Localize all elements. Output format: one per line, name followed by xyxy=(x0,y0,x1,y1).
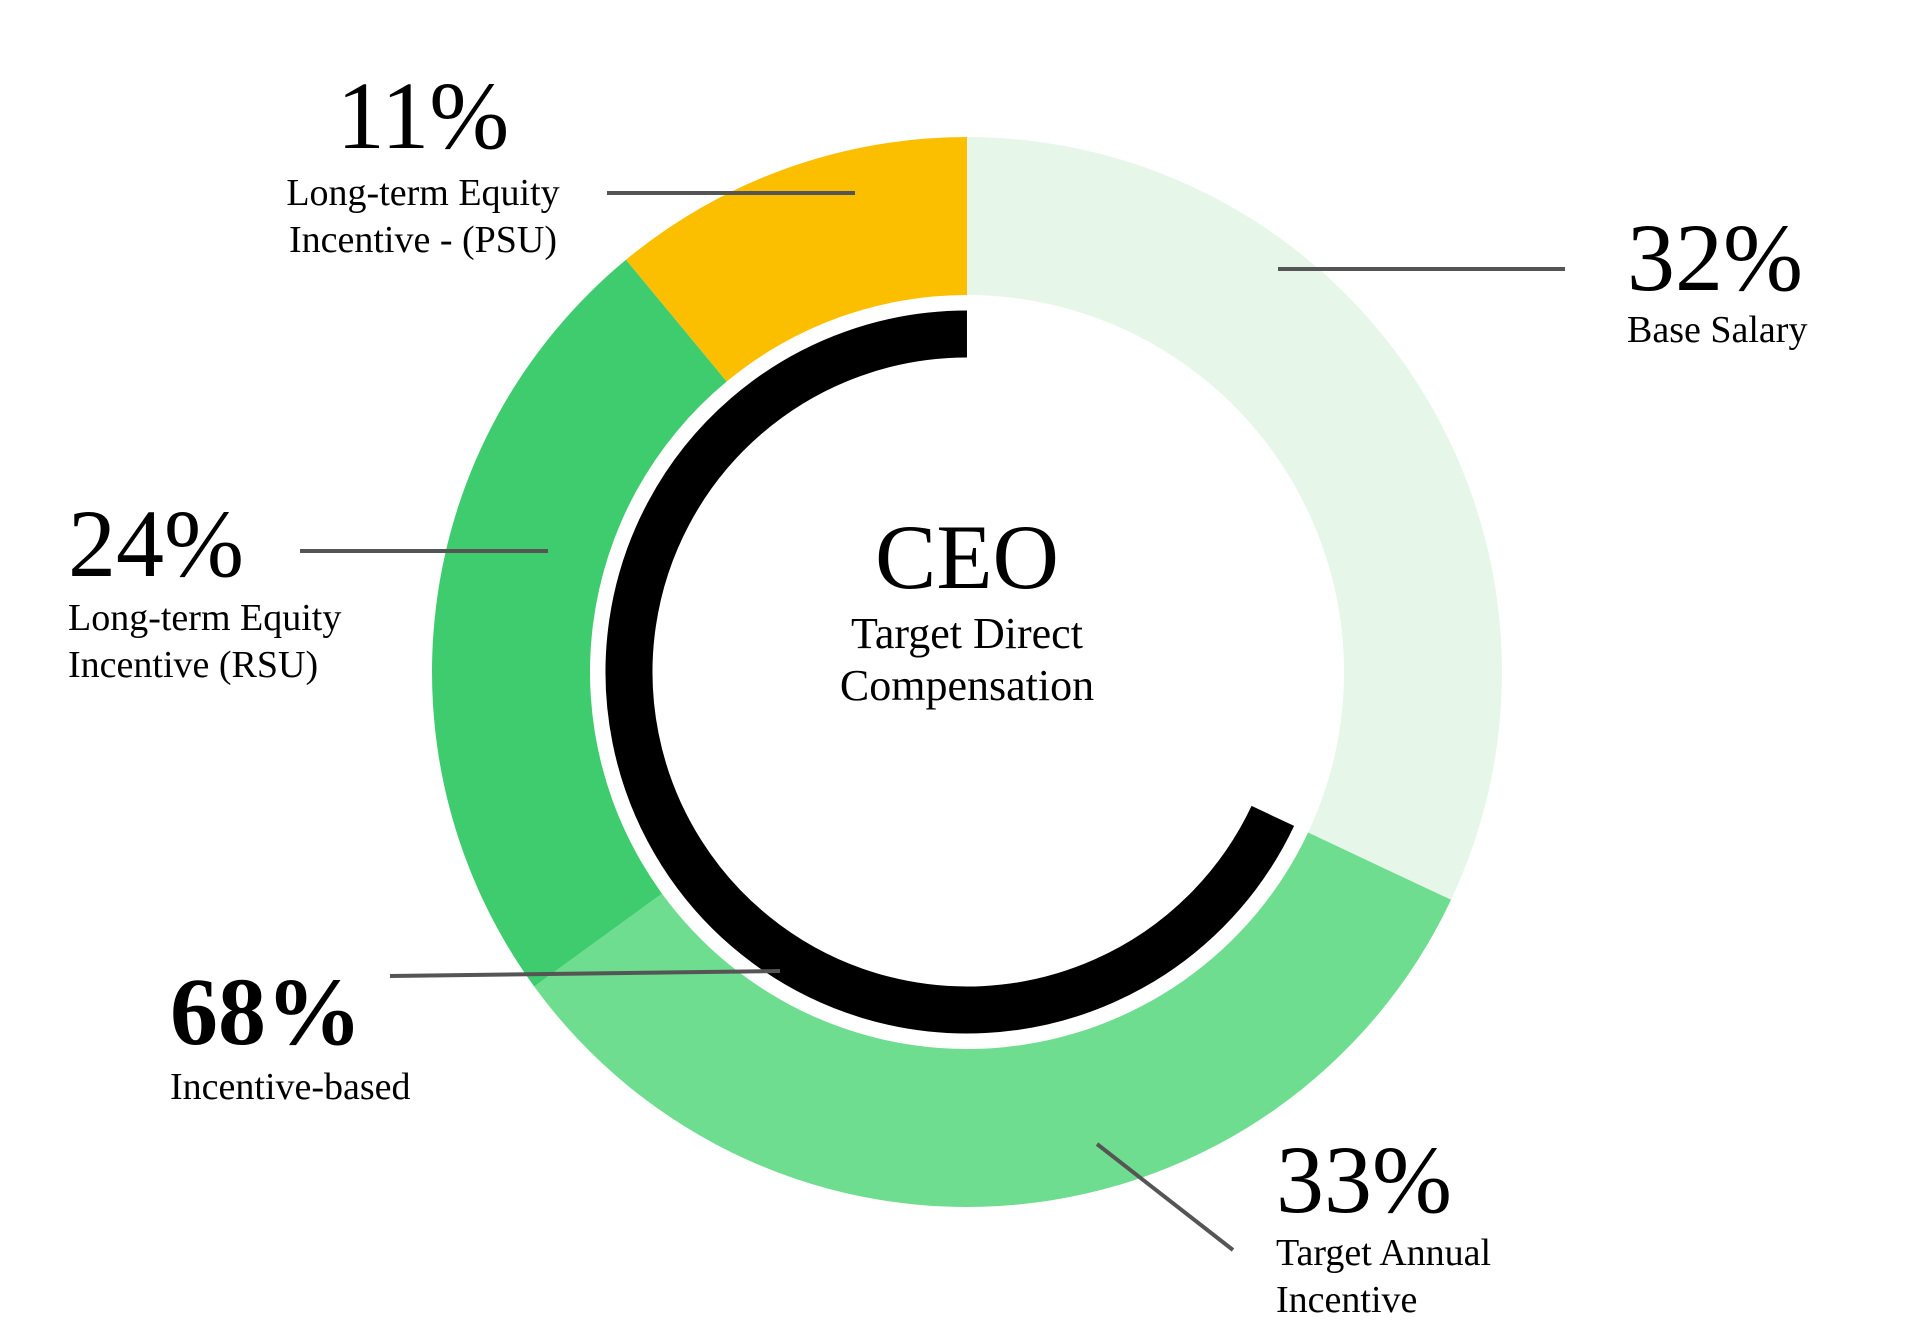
slice-label-rsu-line-1: Long-term Equity xyxy=(68,597,341,639)
slice-label-psu-line-2: Incentive - (PSU) xyxy=(289,219,557,261)
donut-slice-target-annual-incentive xyxy=(534,832,1452,1208)
donut-slices xyxy=(432,137,1502,1208)
incentive-based-value: 68% xyxy=(170,958,362,1065)
data-label-psu: 11% Long-term Equity Incentive - (PSU) xyxy=(286,62,559,261)
chart-subtitle-line-1: Target Direct xyxy=(851,609,1083,658)
slice-label-base-salary: Base Salary xyxy=(1627,309,1807,351)
chart-subtitle-line-2: Compensation xyxy=(840,661,1094,710)
leader-line-incentive-based xyxy=(389,969,781,978)
data-label-incentive-based: 68% Incentive-based xyxy=(170,958,411,1108)
donut-slice-long-term-equity-incentive-rsu xyxy=(432,259,727,987)
slice-label-rsu-line-2: Incentive (RSU) xyxy=(68,644,318,686)
slice-value-rsu: 24% xyxy=(68,490,244,597)
data-label-base-salary: 32% Base Salary xyxy=(1627,204,1807,351)
chart-title: CEO xyxy=(875,506,1059,608)
leader-lines xyxy=(300,191,1565,1252)
data-label-target-annual-incentive: 33% Target Annual Incentive xyxy=(1276,1126,1491,1321)
slice-value-psu: 11% xyxy=(337,62,509,169)
incentive-based-label: Incentive-based xyxy=(170,1066,411,1108)
donut-slice-base-salary xyxy=(967,137,1502,900)
slice-label-target-annual-incentive-line-1: Target Annual xyxy=(1276,1232,1491,1274)
incentive-based-arc xyxy=(605,310,1295,1034)
slice-label-psu-line-1: Long-term Equity xyxy=(286,172,559,214)
center-label: CEO Target Direct Compensation xyxy=(840,506,1094,710)
slice-value-target-annual-incentive: 33% xyxy=(1276,1126,1452,1233)
data-label-rsu: 24% Long-term Equity Incentive (RSU) xyxy=(68,490,341,686)
leader-line-target-annual-incentive xyxy=(1095,1142,1235,1252)
donut-slice-long-term-equity-incentive-psu xyxy=(625,137,967,382)
slice-value-base-salary: 32% xyxy=(1627,204,1803,311)
slice-label-target-annual-incentive-line-2: Incentive xyxy=(1276,1279,1417,1321)
